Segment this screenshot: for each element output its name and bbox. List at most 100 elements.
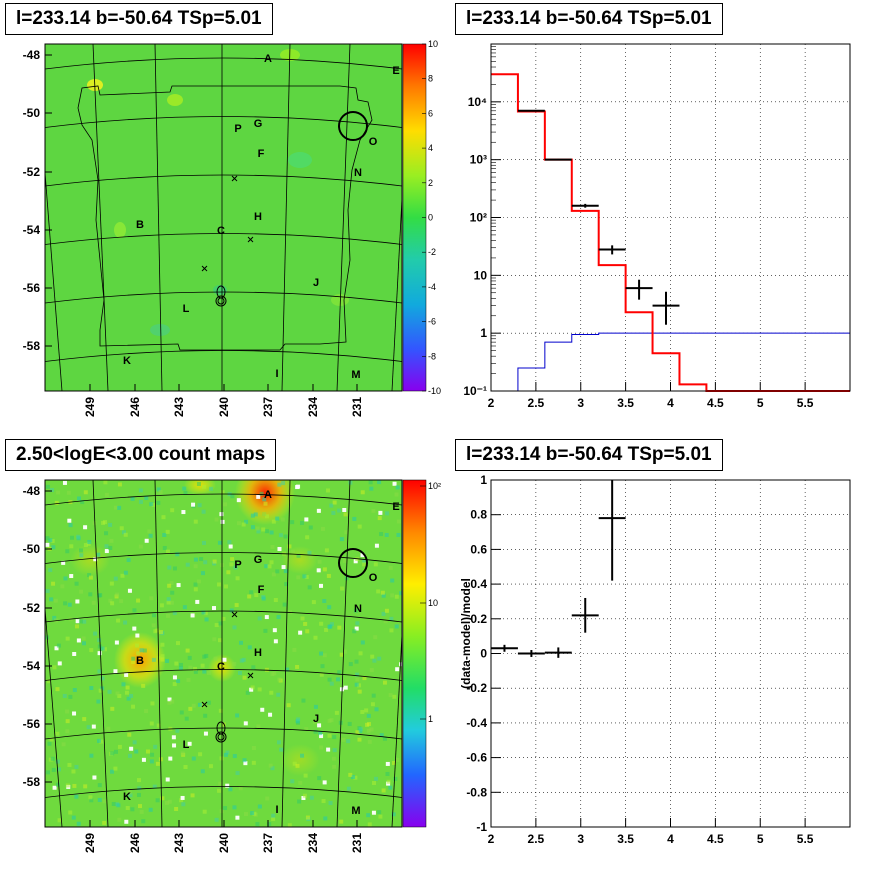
count-map-pixel [46,770,51,775]
count-map-pixel [362,676,367,681]
source-label-c: C [217,661,225,673]
count-map-pixel [79,589,84,594]
count-map-pixel [131,656,136,661]
count-map-pixel [382,736,387,741]
count-map-pixel [196,482,201,487]
count-map-pixel [390,578,395,583]
count-map-pixel [319,621,324,626]
count-map-pixel [54,500,59,505]
count-map-pixel [348,662,353,667]
count-map-pixel [161,515,166,520]
residual-map-source-markers [201,175,254,307]
count-map-pixel [185,648,190,653]
count-map-pixel [93,557,98,562]
count-map-pixel [83,784,88,789]
count-map-pixel [301,795,306,800]
count-map-pixel [149,596,154,601]
latitude-tick-label: -58 [23,339,41,353]
count-map-pixel [81,636,86,641]
count-map-pixel [142,648,147,653]
count-map-pixel [65,549,70,554]
count-map-pixel [199,557,204,562]
count-map-pixel [71,769,76,774]
count-map-pixel [169,600,174,605]
count-map-pixel [191,703,196,708]
count-map-pixel [242,675,247,680]
count-map-pixel [138,499,143,504]
source-label-h: H [254,211,262,223]
count-map-pixel [372,780,377,785]
count-map-pixel [175,728,180,733]
count-map-pixel [191,756,196,761]
count-map-pixel [162,545,167,550]
count-map-pixel [291,549,296,554]
count-map-pixel [139,648,144,653]
count-map-pixel [72,783,77,788]
y-tick-label: 10⁴ [468,95,487,109]
count-map-pixel [354,659,359,664]
count-map-pixel [307,550,312,555]
count-map-pixel [204,653,209,658]
count-map-pixel [316,508,321,513]
count-map-pixel [89,753,94,758]
count-map-pixel [254,593,259,598]
count-map-pixel [152,613,157,618]
latitude-line [45,552,402,564]
count-map-pixel [127,790,132,795]
count-map-pixel [329,503,334,508]
count-map-pixel [298,630,303,635]
count-map-pixel [186,677,191,682]
count-map-pixel [269,530,274,535]
count-map-pixel [52,665,57,670]
longitude-line [336,480,351,827]
source-label-e: E [392,501,399,513]
x-tick-label: 4.5 [707,832,724,846]
count-map-pixel [98,593,103,598]
count-map-pixel [221,722,226,727]
count-map-pixel [89,685,94,690]
count-map-pixel [353,775,358,780]
count-map-pixel [128,793,133,798]
source-label-i: I [275,368,278,380]
latitude-line [45,0,402,11]
count-map-pixel [212,559,217,564]
count-map-pixel [109,581,114,586]
count-map-pixel [166,597,171,602]
count-map-pixel [65,783,70,788]
count-map-pixel [276,615,281,620]
count-map-pixel [188,706,193,711]
count-map-pixel [377,656,382,661]
count-map-pixel [153,744,158,749]
y-tick-label: -0.4 [466,716,487,730]
count-map-pixel [235,815,240,820]
count-map-pixel [131,660,136,665]
count-map-pixel [263,501,268,506]
residual-colorbar-tick-label: -2 [428,247,436,257]
longitude-line [391,626,402,827]
count-map-pixel [237,670,242,675]
count-map-pixel [243,761,248,766]
count-map-pixel [168,756,173,761]
count-map-pixel [378,510,383,515]
count-map-pixel [102,647,107,652]
count-map-pixel [332,748,337,753]
count-map-pixel [197,702,202,707]
count-map-pixel [218,708,223,713]
count-map-pixel [103,520,108,525]
count-map-pixel [125,685,130,690]
count-map-pixel [290,779,295,784]
count-map-pixel [158,630,163,635]
count-map-pixel [256,494,261,499]
count-map-target-circle [338,548,368,578]
count-map-pixel [179,662,184,667]
count-map-pixel [394,594,399,599]
count-map-pixel [319,651,324,656]
count-map-pixel [152,784,157,789]
latitude-tick-label: -50 [23,542,41,556]
count-map-pixel [123,532,128,537]
count-map-pixel [379,532,384,537]
count-map-pixel [230,494,235,499]
count-map-pixel [223,752,228,757]
x-tick-label: 3 [577,832,584,846]
count-map-pixel [61,560,66,565]
